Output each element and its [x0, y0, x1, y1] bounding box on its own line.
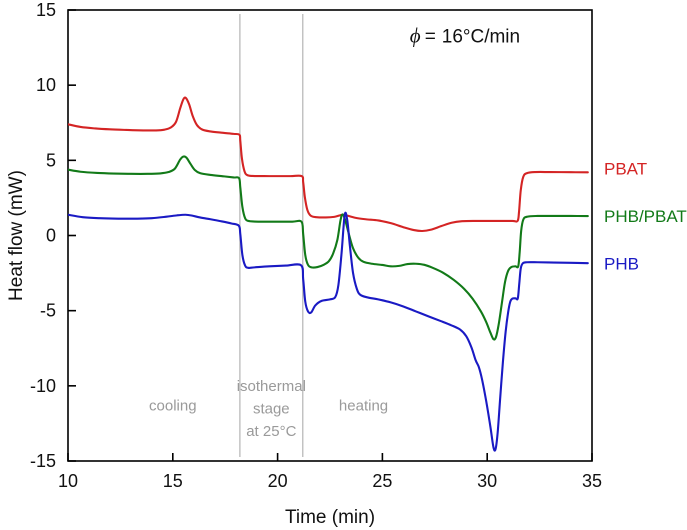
legend-label-phb: PHB: [604, 254, 639, 273]
phi-symbol: ϕ: [410, 24, 421, 48]
y-tick-label: -15: [30, 451, 56, 471]
x-tick-label: 35: [582, 471, 602, 491]
x-tick-label: 25: [372, 471, 392, 491]
heating-label: heating: [339, 397, 388, 414]
equals-sign: =: [425, 27, 436, 48]
x-axis-title: Time (min): [285, 507, 375, 528]
series-line-pbat: [68, 96, 589, 233]
cooling-label: cooling: [149, 397, 197, 414]
x-tick-label: 10: [58, 471, 78, 491]
x-tick-label: 20: [268, 471, 288, 491]
isothermal-label-line1: isothermal: [237, 378, 306, 395]
isothermal-label-line3: at 25°C: [246, 423, 296, 440]
x-tick-label: 30: [477, 471, 497, 491]
plot-frame: [67, 9, 593, 462]
y-tick-label: 5: [46, 150, 56, 170]
y-tick-label: -5: [40, 301, 56, 321]
y-tick-label: 15: [36, 0, 56, 20]
y-tick-label: 0: [46, 226, 56, 246]
y-axis-title: Heat flow (mW): [6, 170, 27, 301]
series-line-phb: [68, 211, 589, 452]
y-tick-label: 10: [36, 75, 56, 95]
legend-label-pbat: PBAT: [604, 160, 647, 179]
heating-rate-value: 16°C/min: [442, 27, 520, 48]
legend-label-phb-pbat: PHB/PBAT: [604, 207, 687, 226]
series-line-phb-pbat: [68, 155, 589, 341]
isothermal-label-line2: stage: [253, 400, 290, 417]
y-tick-label: -10: [30, 376, 56, 396]
x-tick-label: 15: [163, 471, 183, 491]
